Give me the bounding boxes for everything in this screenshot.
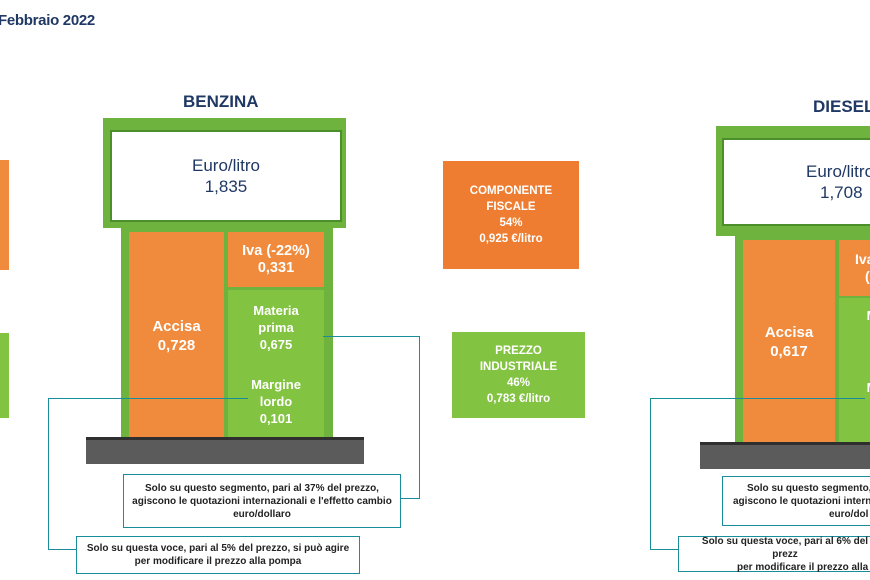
benzina-industrial-pct: 46%	[506, 377, 531, 389]
diesel-connector-margine-h	[650, 398, 865, 399]
left-partial-industrial-box	[0, 333, 9, 418]
benzina-fiscal-pct: 54%	[499, 217, 523, 229]
benzina-note-segment-line2: agiscono le quotazioni internazionali e …	[132, 495, 392, 507]
benzina-fiscal-line2: FISCALE	[486, 201, 536, 213]
diesel-note-segment-line3: euro/dol	[829, 508, 869, 520]
diesel-title: DIESEL	[813, 97, 870, 116]
benzina-industrial-value: 0,783 €/litro	[486, 393, 551, 405]
benzina-connector-materia-v	[419, 336, 420, 499]
benzina-iva-value: 0,331	[257, 259, 295, 276]
left-partial-fiscal-box	[0, 160, 9, 270]
benzina-connector-margine-end	[48, 549, 76, 550]
diesel-iva-segment: Iva (	[839, 240, 870, 296]
benzina-note-voce-line2: per modificare il prezzo alla pompa	[134, 556, 302, 567]
benzina-title: BENZINA	[183, 92, 259, 111]
benzina-accisa-value: 0,728	[157, 336, 196, 354]
benzina-note-voce-line1: Solo su questa voce, pari al 5% del prez…	[86, 543, 350, 554]
benzina-note-voce: Solo su questa voce, pari al 5% del prez…	[76, 536, 360, 574]
benzina-connector-materia-h	[323, 336, 420, 337]
benzina-iva-label: Iva (-22%)	[242, 242, 310, 259]
benzina-price-value: 1,835	[204, 177, 248, 196]
benzina-materia-value: 0,675	[259, 336, 293, 352]
benzina-industrial-line1: PREZZO	[495, 345, 542, 357]
diesel-price-value: 1,708	[820, 183, 863, 202]
diesel-margine-partial: M	[862, 378, 870, 396]
benzina-connector-margine-v	[48, 398, 49, 550]
benzina-pump-base	[86, 437, 364, 464]
diesel-connector-margine-end	[650, 549, 678, 550]
benzina-note-segment-line3: euro/dollaro	[233, 508, 291, 520]
benzina-margine-block: Margine lordo 0,101	[228, 372, 324, 430]
benzina-accisa-segment: Accisa 0,728	[129, 232, 224, 439]
diesel-industrial-segment	[839, 298, 870, 444]
benzina-materia-label-1: Materia	[253, 302, 299, 318]
benzina-industrial-segment	[228, 290, 324, 439]
diesel-accisa-segment: Accisa 0,617	[743, 240, 835, 444]
benzina-industrial-box: PREZZO INDUSTRIALE 46% 0,783 €/litro	[452, 332, 585, 418]
benzina-industrial-line2: INDUSTRIALE	[479, 361, 558, 373]
date-label: Febbraio 2022	[0, 12, 95, 29]
diesel-note-segment: Solo su questo segmento, p agiscono le q…	[722, 476, 870, 526]
benzina-margine-value: 0,101	[259, 410, 293, 426]
benzina-accisa-label: Accisa	[152, 317, 201, 335]
benzina-connector-margine-h	[48, 398, 248, 399]
benzina-note-segment: Solo su questo segmento, pari al 37% del…	[123, 474, 401, 528]
diesel-note-voce: Solo su questa voce, pari al 6% del prez…	[678, 535, 870, 573]
benzina-materia-block: Materia prima 0,675	[228, 298, 324, 356]
diesel-note-voce-line1: Solo su questa voce, pari al 6% del prez…	[701, 535, 869, 560]
diesel-materia-partial: M	[862, 306, 870, 324]
benzina-fiscal-value: 0,925 €/litro	[479, 233, 543, 245]
diesel-accisa-value: 0,617	[770, 343, 808, 360]
diesel-accisa-label: Accisa	[764, 324, 814, 341]
benzina-margine-label-1: Margine	[251, 376, 301, 392]
benzina-fiscal-box: COMPONENTE FISCALE 54% 0,925 €/litro	[443, 161, 579, 269]
benzina-price-unit: Euro/litro	[191, 156, 261, 175]
diesel-note-voce-line2: per modificare il prezzo alla p	[737, 561, 870, 573]
diesel-iva-label: Iva	[855, 251, 870, 267]
diesel-price-unit: Euro/litro	[806, 162, 870, 181]
benzina-iva-segment: Iva (-22%) 0,331	[228, 232, 324, 287]
diesel-iva-label-2: (	[865, 268, 870, 284]
diesel-pump-base	[700, 442, 870, 469]
benzina-note-segment-line1: Solo su questo segmento, pari al 37% del…	[145, 482, 379, 494]
diesel-note-segment-line2: agiscono le quotazioni interna	[733, 495, 870, 507]
benzina-margine-label-2: lordo	[259, 393, 293, 409]
benzina-materia-label-2: prima	[258, 319, 294, 335]
benzina-fiscal-line1: COMPONENTE	[469, 185, 553, 197]
diesel-note-segment-line1: Solo su questo segmento, p	[747, 482, 870, 494]
benzina-connector-materia-end	[399, 498, 420, 499]
diesel-price-panel: Euro/litro 1,708	[722, 138, 870, 226]
benzina-price-panel: Euro/litro 1,835	[110, 130, 342, 222]
diesel-connector-margine-v	[650, 398, 651, 550]
